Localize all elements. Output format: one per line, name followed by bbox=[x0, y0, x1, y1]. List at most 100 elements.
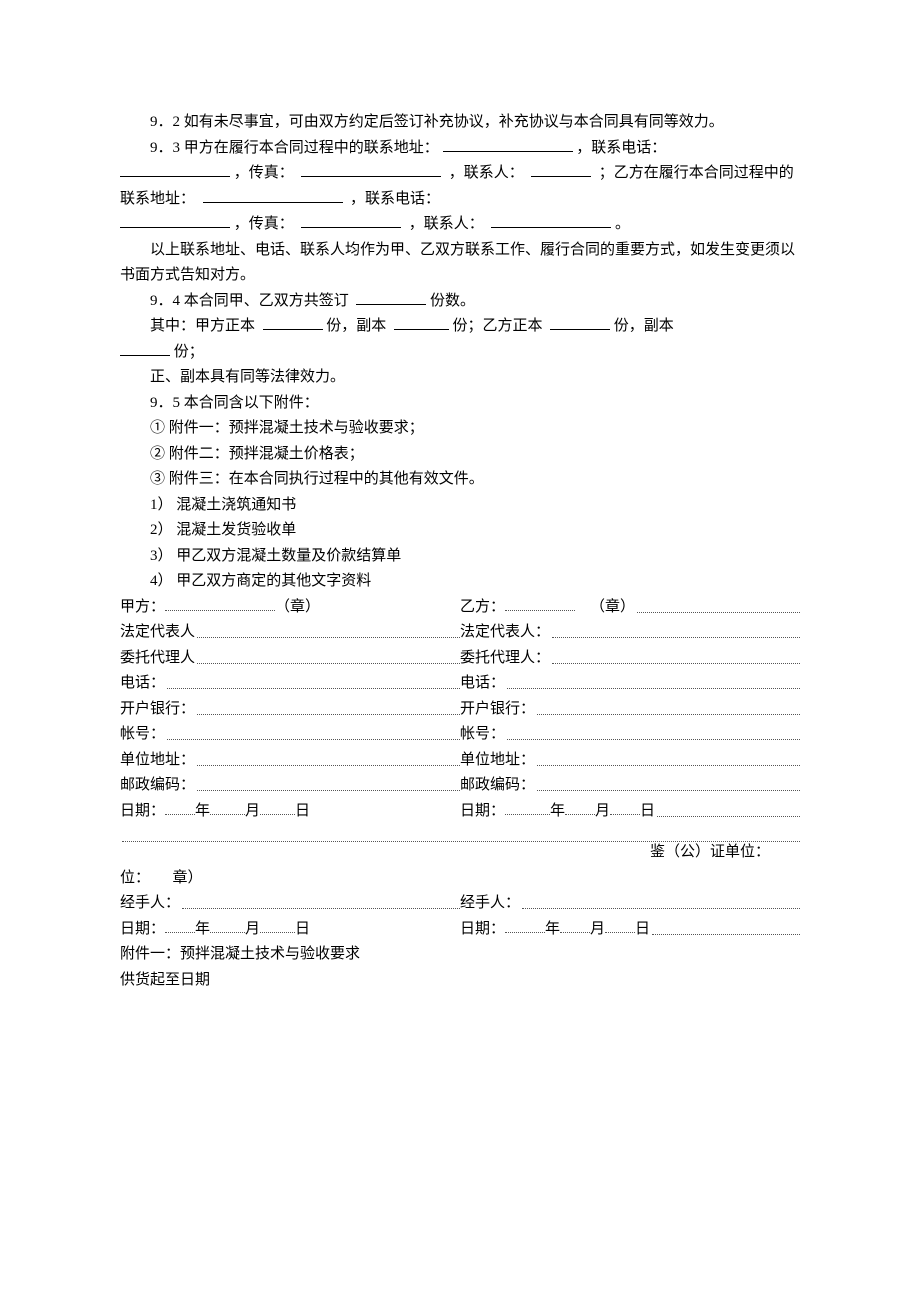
blank-d2y-m[interactable] bbox=[560, 917, 590, 933]
c9-4-ce: 份； bbox=[174, 344, 204, 360]
blank-jia-phone[interactable] bbox=[120, 161, 230, 177]
fill-addr-j[interactable] bbox=[197, 750, 460, 766]
y-j: 年 bbox=[195, 799, 210, 825]
blank-yi-phone[interactable] bbox=[120, 212, 230, 228]
c9-4-ca: 其中：甲方正本 bbox=[150, 318, 255, 334]
m-y: 月 bbox=[595, 799, 610, 825]
notary-text: 鉴（公）证单位： bbox=[650, 844, 770, 860]
blank-dj-d[interactable] bbox=[260, 799, 295, 815]
fill-post-y[interactable] bbox=[537, 775, 800, 791]
fill-legal-j[interactable] bbox=[197, 622, 460, 638]
fill-handler-y[interactable] bbox=[522, 893, 800, 909]
label-post-j: 邮政编码： bbox=[120, 773, 195, 799]
i2-text: 2） 混凝土发货验收单 bbox=[150, 522, 296, 538]
blank-dj-m[interactable] bbox=[210, 799, 245, 815]
item-2: 2） 混凝土发货验收单 bbox=[120, 518, 800, 544]
fill-agent-y[interactable] bbox=[552, 648, 800, 664]
fill-date2-y bbox=[652, 919, 800, 935]
blank-jia-orig[interactable] bbox=[263, 314, 323, 330]
i3-text: 3） 甲乙双方混凝土数量及价款结算单 bbox=[150, 548, 401, 564]
c9-3-a: 9．3 甲方在履行本合同过程中的联系地址： bbox=[150, 140, 439, 156]
blank-yi-orig[interactable] bbox=[550, 314, 610, 330]
clause-9-4-note: 正、副本具有同等法律效力。 bbox=[120, 365, 800, 391]
fill-bank-y[interactable] bbox=[537, 699, 800, 715]
fill-phone-j[interactable] bbox=[167, 673, 460, 689]
fill-phone-y[interactable] bbox=[507, 673, 800, 689]
label-date-j: 日期： bbox=[120, 799, 165, 825]
fill-acct-j[interactable] bbox=[167, 724, 460, 740]
fill-addr-y[interactable] bbox=[537, 750, 800, 766]
blank-jia-addr[interactable] bbox=[443, 136, 573, 152]
blank-d2j-d[interactable] bbox=[260, 917, 295, 933]
att-2: ② 附件二：预拌混凝土价格表； bbox=[120, 442, 800, 468]
c9-5-text: 9．5 本合同含以下附件： bbox=[150, 395, 319, 411]
blank-dy-d[interactable] bbox=[610, 799, 640, 815]
item-1: 1） 混凝土浇筑通知书 bbox=[120, 493, 800, 519]
label-phone-j: 电话： bbox=[120, 671, 165, 697]
sig-row-agent: 委托代理人 委托代理人： bbox=[120, 646, 800, 672]
label-handler-y: 经手人： bbox=[460, 891, 520, 917]
sig-row-addr: 单位地址： 单位地址： bbox=[120, 748, 800, 774]
sig-row-acct: 帐号： 帐号： bbox=[120, 722, 800, 748]
blank-dy-y[interactable] bbox=[505, 799, 550, 815]
fill-post-j[interactable] bbox=[197, 775, 460, 791]
item-4: 4） 甲乙双方商定的其他文字资料 bbox=[120, 569, 800, 595]
blank-yi-addr[interactable] bbox=[203, 187, 343, 203]
c9-3-contact: ，联系人： bbox=[449, 165, 524, 181]
fill-acct-y[interactable] bbox=[507, 724, 800, 740]
blank-jia-contact[interactable] bbox=[531, 161, 591, 177]
blank-jia-copy[interactable] bbox=[394, 314, 449, 330]
blank-d2j-m[interactable] bbox=[210, 917, 245, 933]
fill-yi-party[interactable] bbox=[637, 597, 800, 613]
m2-y: 月 bbox=[590, 917, 605, 943]
label-yi: 乙方： bbox=[460, 595, 505, 621]
c9-3-fax: ，传真： bbox=[234, 165, 294, 181]
c9-4-cd: 份，副本 bbox=[614, 318, 674, 334]
c9-3-end: 。 bbox=[615, 216, 630, 232]
footer-supply: 供货起至日期 bbox=[120, 968, 800, 994]
clause-9-5: 9．5 本合同含以下附件： bbox=[120, 391, 800, 417]
label-agent-y: 委托代理人 bbox=[460, 646, 535, 672]
blank-d2y-y[interactable] bbox=[505, 917, 545, 933]
blank-dj-y[interactable] bbox=[165, 799, 195, 815]
blank-d2j-y[interactable] bbox=[165, 917, 195, 933]
att3-text: ③ 附件三：在本合同执行过程中的其他有效文件。 bbox=[150, 471, 484, 487]
label-acct-y: 帐号： bbox=[460, 722, 505, 748]
blank-dy-m[interactable] bbox=[565, 799, 595, 815]
blank-yi-copy[interactable] bbox=[120, 340, 170, 356]
d-y: 日 bbox=[640, 799, 655, 825]
c9-4-b: 份数。 bbox=[430, 293, 475, 309]
label-jia: 甲方： bbox=[120, 595, 165, 621]
fill-legal-y[interactable] bbox=[552, 622, 800, 638]
label-post-y: 邮政编码： bbox=[460, 773, 535, 799]
seal-yi: （章） bbox=[590, 595, 635, 621]
blank-yi-contact[interactable] bbox=[491, 212, 611, 228]
label-legal-y: 法定代表人 bbox=[460, 620, 535, 646]
c9-3-note-text: 以上联系地址、电话、联系人均作为甲、乙双方联系工作、履行合同的重要方式，如发生变… bbox=[120, 242, 795, 284]
label-acct-j: 帐号： bbox=[120, 722, 165, 748]
att-3: ③ 附件三：在本合同执行过程中的其他有效文件。 bbox=[120, 467, 800, 493]
c9-4-note-text: 正、副本具有同等法律效力。 bbox=[150, 369, 345, 385]
footer-att-title: 附件一：预拌混凝土技术与验收要求 bbox=[120, 942, 800, 968]
blank-jia-fax[interactable] bbox=[301, 161, 441, 177]
c9-4-a: 9．4 本合同甲、乙双方共签订 bbox=[150, 293, 349, 309]
sig-row-handler: 经手人： 经手人： bbox=[120, 891, 800, 917]
c9-4-cc: 份；乙方正本 bbox=[453, 318, 543, 334]
fill-handler-j[interactable] bbox=[182, 893, 460, 909]
blank-jia-name[interactable] bbox=[165, 595, 275, 611]
blank-total-copies[interactable] bbox=[356, 289, 426, 305]
clause-9-4-copies: 其中：甲方正本 份，副本 份；乙方正本 份，副本 bbox=[120, 314, 800, 340]
fill-bank-j[interactable] bbox=[197, 699, 460, 715]
blank-d2y-d[interactable] bbox=[605, 917, 635, 933]
blank-yi-name[interactable] bbox=[505, 595, 575, 611]
rule-line bbox=[120, 824, 800, 840]
fill-agent-j[interactable] bbox=[197, 648, 460, 664]
c9-3-phone2: ，联系电话： bbox=[350, 191, 440, 207]
clause-9-2: 9．2 如有未尽事宜，可由双方约定后签订补充协议，补充协议与本合同具有同等效力。 bbox=[120, 110, 800, 136]
clause-9-4: 9．4 本合同甲、乙双方共签订 份数。 bbox=[120, 289, 800, 315]
blank-yi-fax[interactable] bbox=[301, 212, 401, 228]
i4-text: 4） 甲乙双方商定的其他文字资料 bbox=[150, 573, 371, 589]
d-j: 日 bbox=[295, 799, 310, 825]
sig-row-phone: 电话： 电话： bbox=[120, 671, 800, 697]
fill-date-y bbox=[657, 801, 800, 817]
